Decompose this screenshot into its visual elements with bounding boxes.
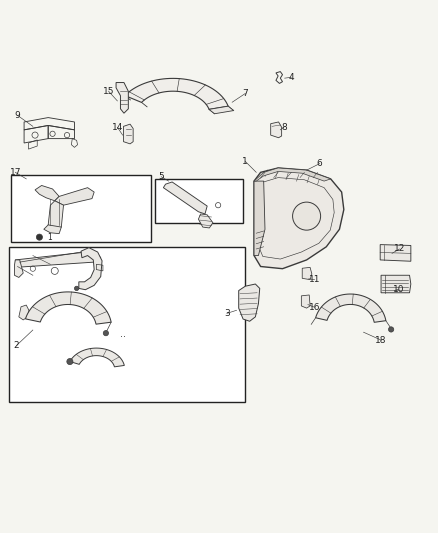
Bar <box>11 174 151 243</box>
Polygon shape <box>163 182 207 214</box>
Text: 4: 4 <box>289 73 294 82</box>
Text: 7: 7 <box>242 89 248 98</box>
Polygon shape <box>254 168 344 269</box>
Polygon shape <box>55 188 94 205</box>
Polygon shape <box>302 268 312 280</box>
Text: 12: 12 <box>394 245 405 254</box>
Text: 16: 16 <box>309 303 320 312</box>
Circle shape <box>74 286 79 290</box>
Polygon shape <box>44 225 61 233</box>
Polygon shape <box>239 284 260 321</box>
Circle shape <box>36 234 42 240</box>
Polygon shape <box>70 348 124 367</box>
Text: 5: 5 <box>158 172 164 181</box>
Circle shape <box>67 359 73 365</box>
Text: 11: 11 <box>309 275 320 284</box>
Polygon shape <box>380 245 411 261</box>
Polygon shape <box>124 124 133 144</box>
Polygon shape <box>125 78 228 109</box>
Polygon shape <box>301 295 310 308</box>
Polygon shape <box>48 201 64 229</box>
Text: 6: 6 <box>317 159 323 168</box>
Text: 15: 15 <box>103 87 114 96</box>
Polygon shape <box>19 305 29 320</box>
Text: 9: 9 <box>14 111 21 120</box>
Text: ..: .. <box>120 329 126 340</box>
Text: 3: 3 <box>224 309 230 318</box>
Circle shape <box>389 327 394 332</box>
Polygon shape <box>25 292 111 324</box>
Text: 14: 14 <box>112 123 123 132</box>
Polygon shape <box>116 83 128 113</box>
Polygon shape <box>254 181 265 255</box>
Polygon shape <box>271 122 282 138</box>
Text: 1: 1 <box>242 157 248 166</box>
Circle shape <box>103 330 109 336</box>
Text: 8: 8 <box>281 123 287 132</box>
Polygon shape <box>209 106 233 114</box>
Polygon shape <box>198 214 213 228</box>
Text: 10: 10 <box>393 285 404 294</box>
Text: 17: 17 <box>10 168 21 177</box>
Bar <box>155 179 243 223</box>
Polygon shape <box>381 275 411 293</box>
Text: 1: 1 <box>47 232 52 241</box>
Bar <box>9 247 245 402</box>
Polygon shape <box>254 168 331 181</box>
Text: 2: 2 <box>14 341 19 350</box>
Circle shape <box>293 202 321 230</box>
Text: 18: 18 <box>375 336 387 344</box>
Polygon shape <box>316 294 386 322</box>
Polygon shape <box>14 260 23 278</box>
Polygon shape <box>35 185 59 201</box>
Polygon shape <box>15 251 101 268</box>
Polygon shape <box>79 248 102 290</box>
